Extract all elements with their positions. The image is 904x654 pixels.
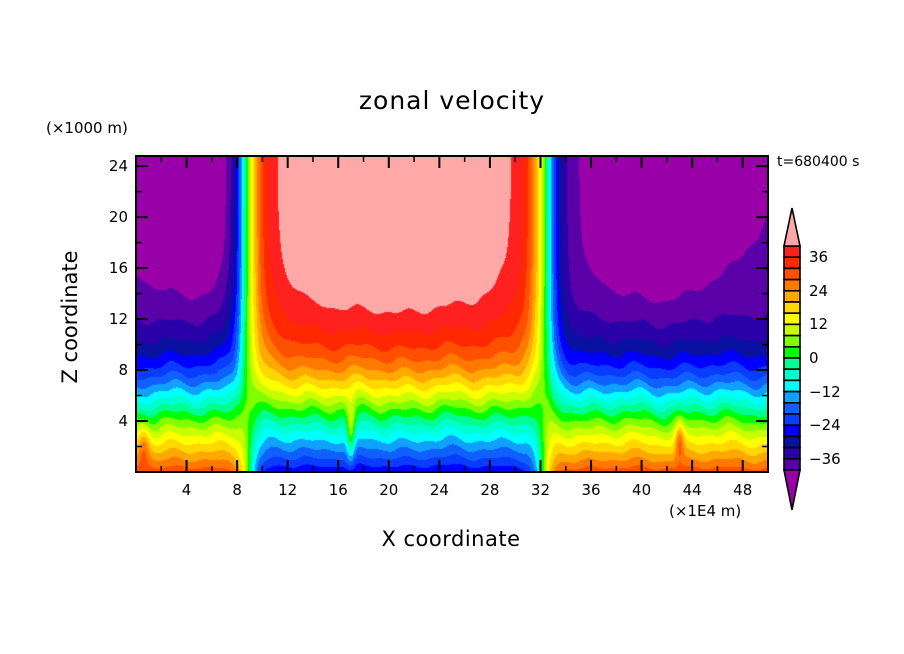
y-tick-label: 12	[108, 310, 128, 329]
y-tick-label: 4	[118, 412, 128, 431]
colorbar-tick-label: 36	[809, 248, 829, 267]
colorbar-box	[783, 334, 801, 348]
colorbar-tick-label: −24	[809, 416, 841, 435]
colorbar-box	[783, 368, 801, 382]
colorbar-box	[783, 278, 801, 292]
y-tick-label: 16	[108, 259, 128, 278]
colorbar-over-triangle	[783, 207, 801, 247]
colorbar-box	[783, 357, 801, 370]
time-label: t=680400 s	[777, 154, 860, 170]
colorbar-box	[783, 345, 801, 359]
colorbar-box	[783, 435, 801, 449]
x-axis-label: X coordinate	[0, 527, 904, 551]
x-tick-label: 16	[328, 481, 348, 499]
x-unit-label: (×1E4 m)	[669, 502, 742, 520]
x-tick-label: 28	[480, 481, 500, 499]
colorbar-box	[783, 457, 801, 471]
x-tick-label: 32	[530, 481, 551, 499]
x-axis-label-text: X coordinate	[381, 527, 521, 551]
colorbar-box	[783, 301, 801, 314]
plot-frame	[135, 155, 769, 473]
contour-field	[136, 156, 768, 472]
colorbar-box	[783, 256, 801, 270]
colorbar-under-triangle	[783, 469, 801, 511]
x-tick-label: 4	[181, 481, 192, 499]
y-tick-label: 8	[118, 361, 128, 380]
x-tick-label: 12	[278, 481, 298, 499]
colorbar-tick-label: −12	[809, 382, 841, 401]
x-tick-label: 48	[733, 481, 753, 499]
x-tick-label: 8	[232, 481, 242, 499]
colorbar-box	[783, 245, 801, 258]
x-tick-label: 20	[379, 481, 399, 499]
colorbar-tick-label: 12	[809, 315, 829, 334]
colorbar-box	[783, 267, 801, 281]
y-unit-label: (×1000 m)	[46, 119, 128, 137]
colorbar-tick-label: −36	[809, 449, 841, 468]
x-tick-label: 44	[682, 481, 702, 499]
colorbar-box	[783, 379, 801, 393]
chart-title: zonal velocity	[358, 86, 546, 115]
x-tick-label: 36	[581, 481, 601, 499]
colorbar-box	[783, 312, 801, 326]
colorbar-box	[783, 424, 801, 438]
colorbar-box	[783, 323, 801, 337]
colorbar-tick-label: 24	[809, 281, 829, 300]
colorbar-box	[783, 413, 801, 426]
colorbar-box	[783, 390, 801, 404]
y-tick-label: 24	[108, 157, 128, 176]
colorbar-box	[783, 401, 801, 415]
x-tick-label: 40	[632, 481, 652, 499]
y-tick-label: 20	[108, 208, 128, 227]
x-tick-label: 24	[429, 481, 449, 499]
colorbar-box	[783, 289, 801, 303]
colorbar-box	[783, 446, 801, 460]
colorbar-tick-label: 0	[809, 349, 819, 367]
